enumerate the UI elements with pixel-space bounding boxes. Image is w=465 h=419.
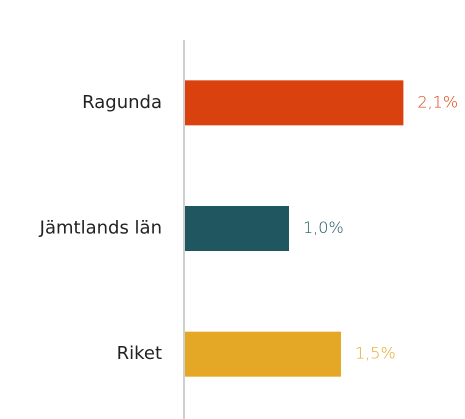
category-label: Riket bbox=[117, 343, 162, 364]
category-label: Ragunda bbox=[82, 92, 162, 113]
bar bbox=[185, 331, 341, 377]
bar bbox=[185, 80, 404, 126]
bar bbox=[185, 206, 289, 251]
category-label: Jämtlands län bbox=[39, 218, 162, 239]
value-label: 2,1% bbox=[417, 92, 458, 111]
value-label: 1,0% bbox=[303, 218, 344, 237]
value-label: 1,5% bbox=[355, 344, 396, 363]
